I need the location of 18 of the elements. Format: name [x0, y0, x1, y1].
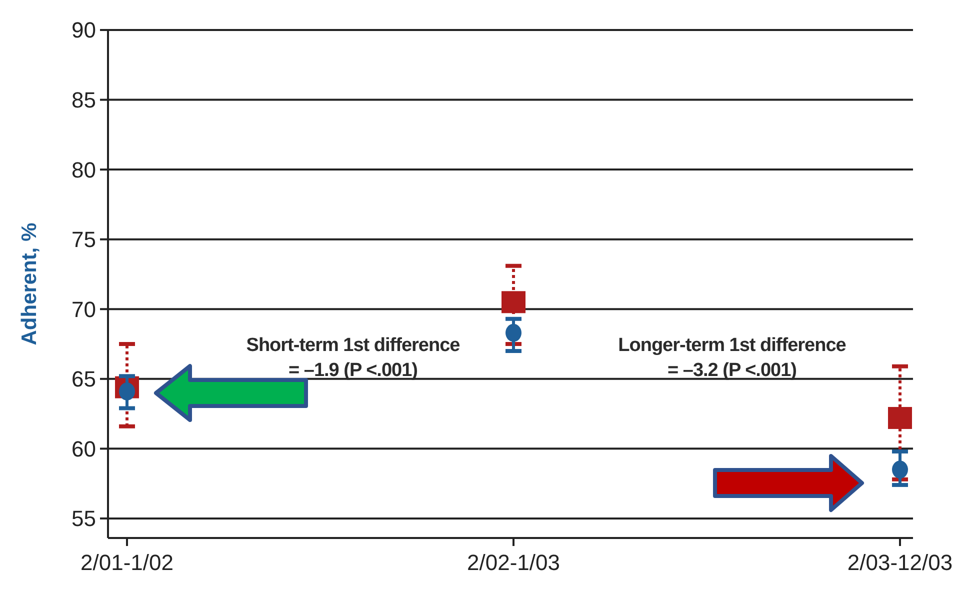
x-tick-label: 2/02-1/03 [467, 550, 560, 575]
annotation: Longer-term 1st difference = –3.2 (P <.001) [618, 335, 846, 381]
x-tick-label: 2/03-12/03 [847, 550, 953, 575]
point [892, 460, 908, 479]
point [888, 406, 912, 429]
point [506, 324, 522, 342]
y-tick-label: 65 [72, 366, 96, 392]
y-axis-title: Adherent, % [18, 222, 41, 346]
y-tick-label: 90 [72, 18, 96, 43]
point [502, 291, 526, 314]
y-tick-label: 70 [72, 296, 96, 322]
y-tick-label: 75 [72, 227, 96, 252]
x-tick-label: 2/01-1/02 [80, 550, 174, 575]
y-tick-label: 60 [72, 436, 96, 462]
y-tick-label: 55 [72, 506, 96, 532]
annotation: Short-term 1st difference = –1.9 (P <.001) [246, 335, 460, 381]
y-tick-label: 80 [72, 157, 96, 182]
y-tick-label: 85 [72, 87, 96, 112]
